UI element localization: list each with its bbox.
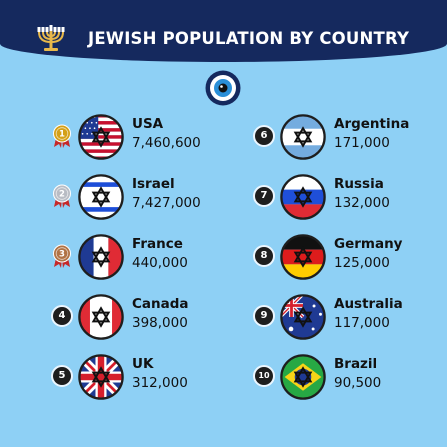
star-of-david-icon <box>293 186 313 208</box>
australia-flag-icon <box>280 294 326 340</box>
table-row: 10 Brazil 90,500 <box>252 354 447 410</box>
country-name: Russia <box>334 176 384 192</box>
rank-badge: 9 <box>252 304 276 328</box>
silver-medal-icon: 2 <box>50 184 74 208</box>
table-row: 4 Canada 398,000 <box>50 294 250 350</box>
argentina-flag-icon <box>280 114 326 160</box>
rank-number: 10 <box>253 365 275 387</box>
france-flag-icon <box>78 234 124 280</box>
evil-eye-icon <box>205 70 241 106</box>
svg-text:3: 3 <box>59 250 65 260</box>
star-of-david-icon <box>91 246 111 268</box>
population-value: 440,000 <box>132 255 188 271</box>
population-value: 125,000 <box>334 255 390 271</box>
rank-badge: 10 <box>252 364 276 388</box>
svg-text:2: 2 <box>59 190 65 200</box>
header-banner <box>0 0 447 62</box>
rank-number: 4 <box>51 305 73 327</box>
population-value: 132,000 <box>334 195 390 211</box>
menorah-icon <box>37 25 65 51</box>
population-value: 171,000 <box>334 135 390 151</box>
table-row: 5 UK 312,000 <box>50 354 250 410</box>
star-of-david-icon <box>293 366 313 388</box>
table-row: 8 Germany 125,000 <box>252 234 447 290</box>
country-name: France <box>132 236 183 252</box>
population-value: 90,500 <box>334 375 382 391</box>
star-of-david-icon <box>91 126 111 148</box>
country-name: USA <box>132 116 164 132</box>
rank-number: 9 <box>253 305 275 327</box>
canada-flag-icon <box>78 294 124 340</box>
table-row: 7 Russia 132,000 <box>252 174 447 230</box>
star-of-david-icon <box>293 306 313 328</box>
russia-flag-icon <box>280 174 326 220</box>
country-name: Israel <box>132 176 175 192</box>
star-of-david-icon <box>293 126 313 148</box>
bronze-medal-icon: 3 <box>50 244 74 268</box>
star-of-david-icon <box>91 306 111 328</box>
country-name: Australia <box>334 296 403 312</box>
star-of-david-icon <box>91 366 111 388</box>
table-row: 1 USA 7,460,600 <box>50 114 250 170</box>
population-value: 398,000 <box>132 315 188 331</box>
table-row: 3 France 440,000 <box>50 234 250 290</box>
country-name: Germany <box>334 236 403 252</box>
germany-flag-icon <box>280 234 326 280</box>
star-of-david-icon <box>91 186 111 208</box>
svg-text:1: 1 <box>59 130 65 140</box>
rank-badge: 6 <box>252 124 276 148</box>
page-title: JEWISH POPULATION BY COUNTRY <box>88 29 410 48</box>
israel-flag-icon <box>78 174 124 220</box>
rank-badge: 8 <box>252 244 276 268</box>
rank-number: 5 <box>51 365 73 387</box>
country-name: UK <box>132 356 154 372</box>
table-row: 2 Israel 7,427,000 <box>50 174 250 230</box>
rank-number: 8 <box>253 245 275 267</box>
population-value: 117,000 <box>334 315 390 331</box>
rank-number: 6 <box>253 125 275 147</box>
rank-badge: 5 <box>50 364 74 388</box>
usa-flag-icon <box>78 114 124 160</box>
rank-badge: 7 <box>252 184 276 208</box>
brazil-flag-icon <box>280 354 326 400</box>
gold-medal-icon: 1 <box>50 124 74 148</box>
country-name: Argentina <box>334 116 410 132</box>
population-value: 7,427,000 <box>132 195 201 211</box>
rank-number: 7 <box>253 185 275 207</box>
table-row: 9 Australia 117,000 <box>252 294 447 350</box>
table-row: 6 Argentina 171,000 <box>252 114 447 170</box>
population-value: 7,460,600 <box>132 135 201 151</box>
population-value: 312,000 <box>132 375 188 391</box>
country-name: Canada <box>132 296 189 312</box>
uk-flag-icon <box>78 354 124 400</box>
rank-badge: 4 <box>50 304 74 328</box>
country-name: Brazil <box>334 356 378 372</box>
star-of-david-icon <box>293 246 313 268</box>
